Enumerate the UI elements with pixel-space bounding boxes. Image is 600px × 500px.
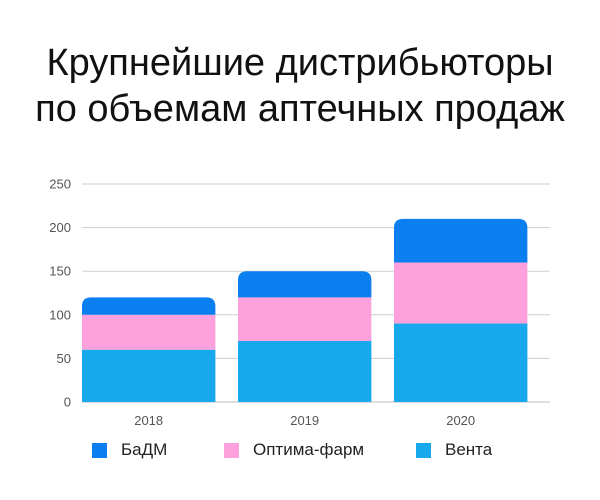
x-tick-label: 2019 xyxy=(290,413,319,428)
x-tick-label: 2020 xyxy=(446,413,475,428)
legend-item-venta: Вента xyxy=(416,440,492,460)
bar-segment xyxy=(238,297,372,341)
x-tick-label: 2018 xyxy=(134,413,163,428)
legend-label-venta: Вента xyxy=(445,440,493,459)
legend-label-badm: БаДМ xyxy=(121,440,168,459)
legend-label-optima-farm: Оптима-фарм xyxy=(253,440,365,459)
y-tick-label: 50 xyxy=(57,351,71,366)
chart-title-line-1: Крупнейшие дистрибьюторы xyxy=(46,42,554,84)
bar-segment xyxy=(238,271,372,298)
y-tick-label: 100 xyxy=(49,307,71,322)
legend-swatch-optima-farm xyxy=(224,442,239,458)
bar-segment xyxy=(82,314,216,350)
x-axis-ticks: 2018 2019 2020 xyxy=(134,413,475,428)
chart-title-line-2: по объемам аптечных продаж xyxy=(35,88,565,130)
legend: БаДМ Оптима-фарм Вента xyxy=(0,440,600,476)
bar-segment xyxy=(82,349,216,402)
legend-item-optima-farm: Оптима-фарм xyxy=(224,440,364,460)
legend-swatch-badm xyxy=(92,442,107,458)
bars xyxy=(82,218,528,402)
legend-item-badm: БаДМ xyxy=(92,440,167,460)
legend-swatch-venta xyxy=(416,442,431,458)
y-tick-label: 0 xyxy=(64,395,71,410)
bar-segment xyxy=(394,323,528,402)
bar-segment xyxy=(82,297,216,315)
bar-segment xyxy=(238,340,372,402)
y-tick-label: 250 xyxy=(49,177,71,192)
bar-segment xyxy=(394,218,528,263)
y-tick-label: 150 xyxy=(49,264,71,279)
bar-segment xyxy=(394,262,528,324)
y-tick-label: 200 xyxy=(49,220,71,235)
y-axis-ticks: 0 50 100 150 200 250 xyxy=(49,177,71,410)
chart-title: Крупнейшие дистрибьюторы по объемам апте… xyxy=(0,40,600,132)
